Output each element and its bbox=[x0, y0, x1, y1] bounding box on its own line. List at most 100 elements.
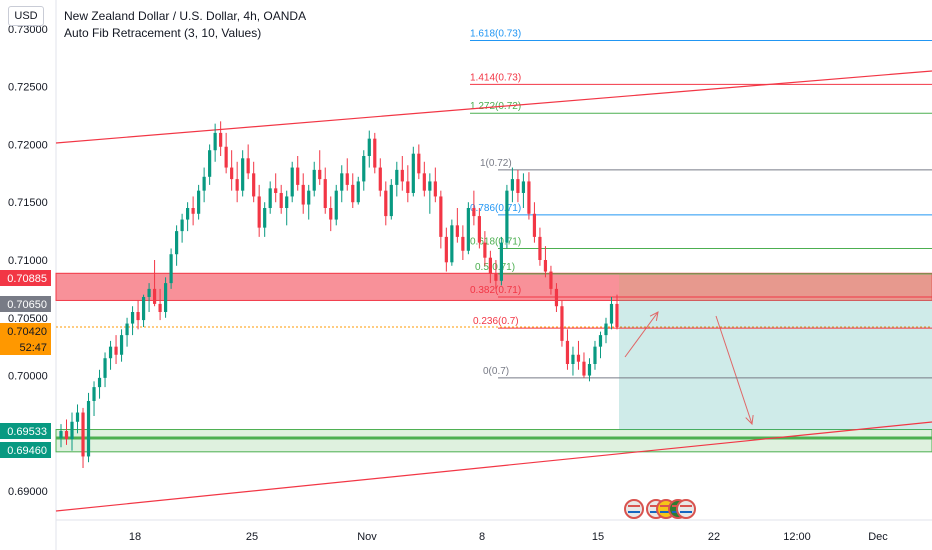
candle-body bbox=[433, 181, 437, 197]
down-arrow bbox=[715, 315, 753, 425]
time-axis[interactable]: 18 25 Nov 8 15 22 12:00 Dec bbox=[129, 531, 888, 543]
candle-body bbox=[152, 288, 157, 304]
candle-body bbox=[86, 400, 91, 457]
candle-body bbox=[384, 190, 388, 217]
candle-body bbox=[604, 323, 608, 336]
candle-body bbox=[191, 208, 195, 214]
candle-body bbox=[587, 364, 592, 376]
candle-body bbox=[235, 179, 239, 191]
price-tag bbox=[0, 270, 51, 286]
candle-body bbox=[461, 236, 465, 251]
price-tick-label: 0.73000 bbox=[8, 24, 48, 36]
candle-body bbox=[64, 431, 69, 440]
time-tick-label: 15 bbox=[592, 531, 604, 543]
fib-label-5: 0.618(0.71) bbox=[470, 236, 521, 247]
candle-body bbox=[158, 303, 162, 312]
price-tag-label: 0.69533 bbox=[7, 426, 47, 438]
candle-body bbox=[400, 169, 404, 182]
time-tick-label: 22 bbox=[708, 531, 720, 543]
time-tick-label: 8 bbox=[479, 531, 485, 543]
fib-label-1: 1.414(0.73) bbox=[470, 72, 521, 83]
fib-retracement[interactable]: 1.618(0.73)1.414(0.73)1.272(0.72)1(0.72)… bbox=[470, 28, 932, 379]
price-tag-label: 0.70420 bbox=[7, 326, 47, 338]
fib-label-3: 1(0.72) bbox=[480, 158, 512, 169]
price-tick-label: 0.72500 bbox=[8, 82, 48, 94]
candle-body bbox=[516, 179, 520, 193]
candle-body bbox=[439, 196, 443, 237]
candle-body bbox=[527, 181, 531, 214]
candle-body bbox=[318, 169, 322, 180]
candles-layer bbox=[59, 121, 619, 468]
flag-stripe bbox=[680, 511, 692, 513]
candle-body bbox=[395, 169, 399, 185]
time-tick-label: 12:00 bbox=[783, 531, 811, 543]
upper-trendline bbox=[55, 70, 932, 144]
economic-events[interactable] bbox=[624, 499, 696, 519]
candle-body bbox=[488, 257, 492, 274]
candle-body bbox=[406, 181, 410, 193]
candle-body bbox=[549, 271, 553, 289]
candle-body bbox=[59, 431, 63, 438]
candle-body bbox=[103, 358, 107, 378]
time-tick-label: Dec bbox=[868, 531, 888, 543]
candle-body bbox=[367, 138, 371, 156]
candle-body bbox=[241, 158, 245, 191]
fib-label-8: 0.236(0.7) bbox=[473, 316, 519, 327]
price-tags: 0.70885 0.70650 0.70420 52:47 0.69533 0.69460 bbox=[0, 270, 51, 458]
time-tick-label: 25 bbox=[246, 531, 258, 543]
candle-body bbox=[114, 346, 118, 355]
candle-body bbox=[532, 213, 537, 237]
candle-body bbox=[334, 190, 338, 220]
up-arrow-head bbox=[649, 311, 659, 321]
candle-body bbox=[92, 387, 96, 401]
candle-body bbox=[417, 153, 421, 174]
candle-body bbox=[125, 323, 129, 336]
candle-body bbox=[163, 283, 168, 312]
candle-body bbox=[389, 184, 393, 217]
price-tag-label: 52:47 bbox=[19, 342, 47, 354]
candle-body bbox=[301, 184, 305, 205]
candle-body bbox=[598, 335, 603, 347]
candle-body bbox=[499, 242, 503, 281]
price-tag bbox=[0, 323, 51, 339]
candle-body bbox=[329, 208, 333, 220]
candle-body bbox=[169, 254, 173, 284]
stop-box bbox=[619, 273, 932, 301]
candle-body bbox=[323, 179, 327, 208]
candle-body bbox=[230, 167, 234, 180]
candle-body bbox=[274, 188, 278, 193]
price-tag bbox=[0, 442, 51, 458]
candle-body bbox=[378, 167, 382, 191]
candle-body bbox=[466, 208, 470, 251]
price-tag bbox=[0, 423, 51, 439]
candle-body bbox=[472, 208, 476, 217]
candle-body bbox=[130, 312, 135, 324]
candle-body bbox=[290, 167, 294, 197]
price-tick-label: 0.72000 bbox=[8, 139, 48, 151]
candle-body bbox=[312, 169, 316, 191]
fib-label-0: 1.618(0.73) bbox=[470, 28, 521, 39]
price-tag-label: 0.70650 bbox=[7, 299, 47, 311]
indicator-label[interactable]: Auto Fib Retracement (3, 10, Values) bbox=[64, 26, 262, 40]
candle-body bbox=[307, 190, 311, 205]
candle-body bbox=[615, 303, 619, 328]
candle-body bbox=[345, 173, 349, 185]
flag-stripe bbox=[680, 505, 692, 507]
currency-button[interactable]: USD bbox=[8, 6, 44, 26]
candle-body bbox=[186, 208, 190, 220]
candle-body bbox=[202, 176, 206, 191]
resistance-zone bbox=[55, 272, 932, 301]
candle-body bbox=[208, 150, 212, 177]
trendlines-layer[interactable] bbox=[55, 70, 932, 512]
price-axis[interactable]: 0.73000 0.72500 0.72000 0.71500 0.71000 0.705… bbox=[8, 24, 48, 498]
price-tick-label: 0.70500 bbox=[8, 313, 48, 325]
candle-body bbox=[450, 225, 454, 263]
price-tag bbox=[0, 339, 51, 355]
candle-body bbox=[175, 231, 179, 255]
candle-body bbox=[246, 158, 250, 174]
candle-body bbox=[340, 173, 344, 191]
candle-body bbox=[554, 288, 559, 307]
event-flag-icon bbox=[624, 499, 644, 519]
price-tick-label: 0.70000 bbox=[8, 371, 48, 383]
